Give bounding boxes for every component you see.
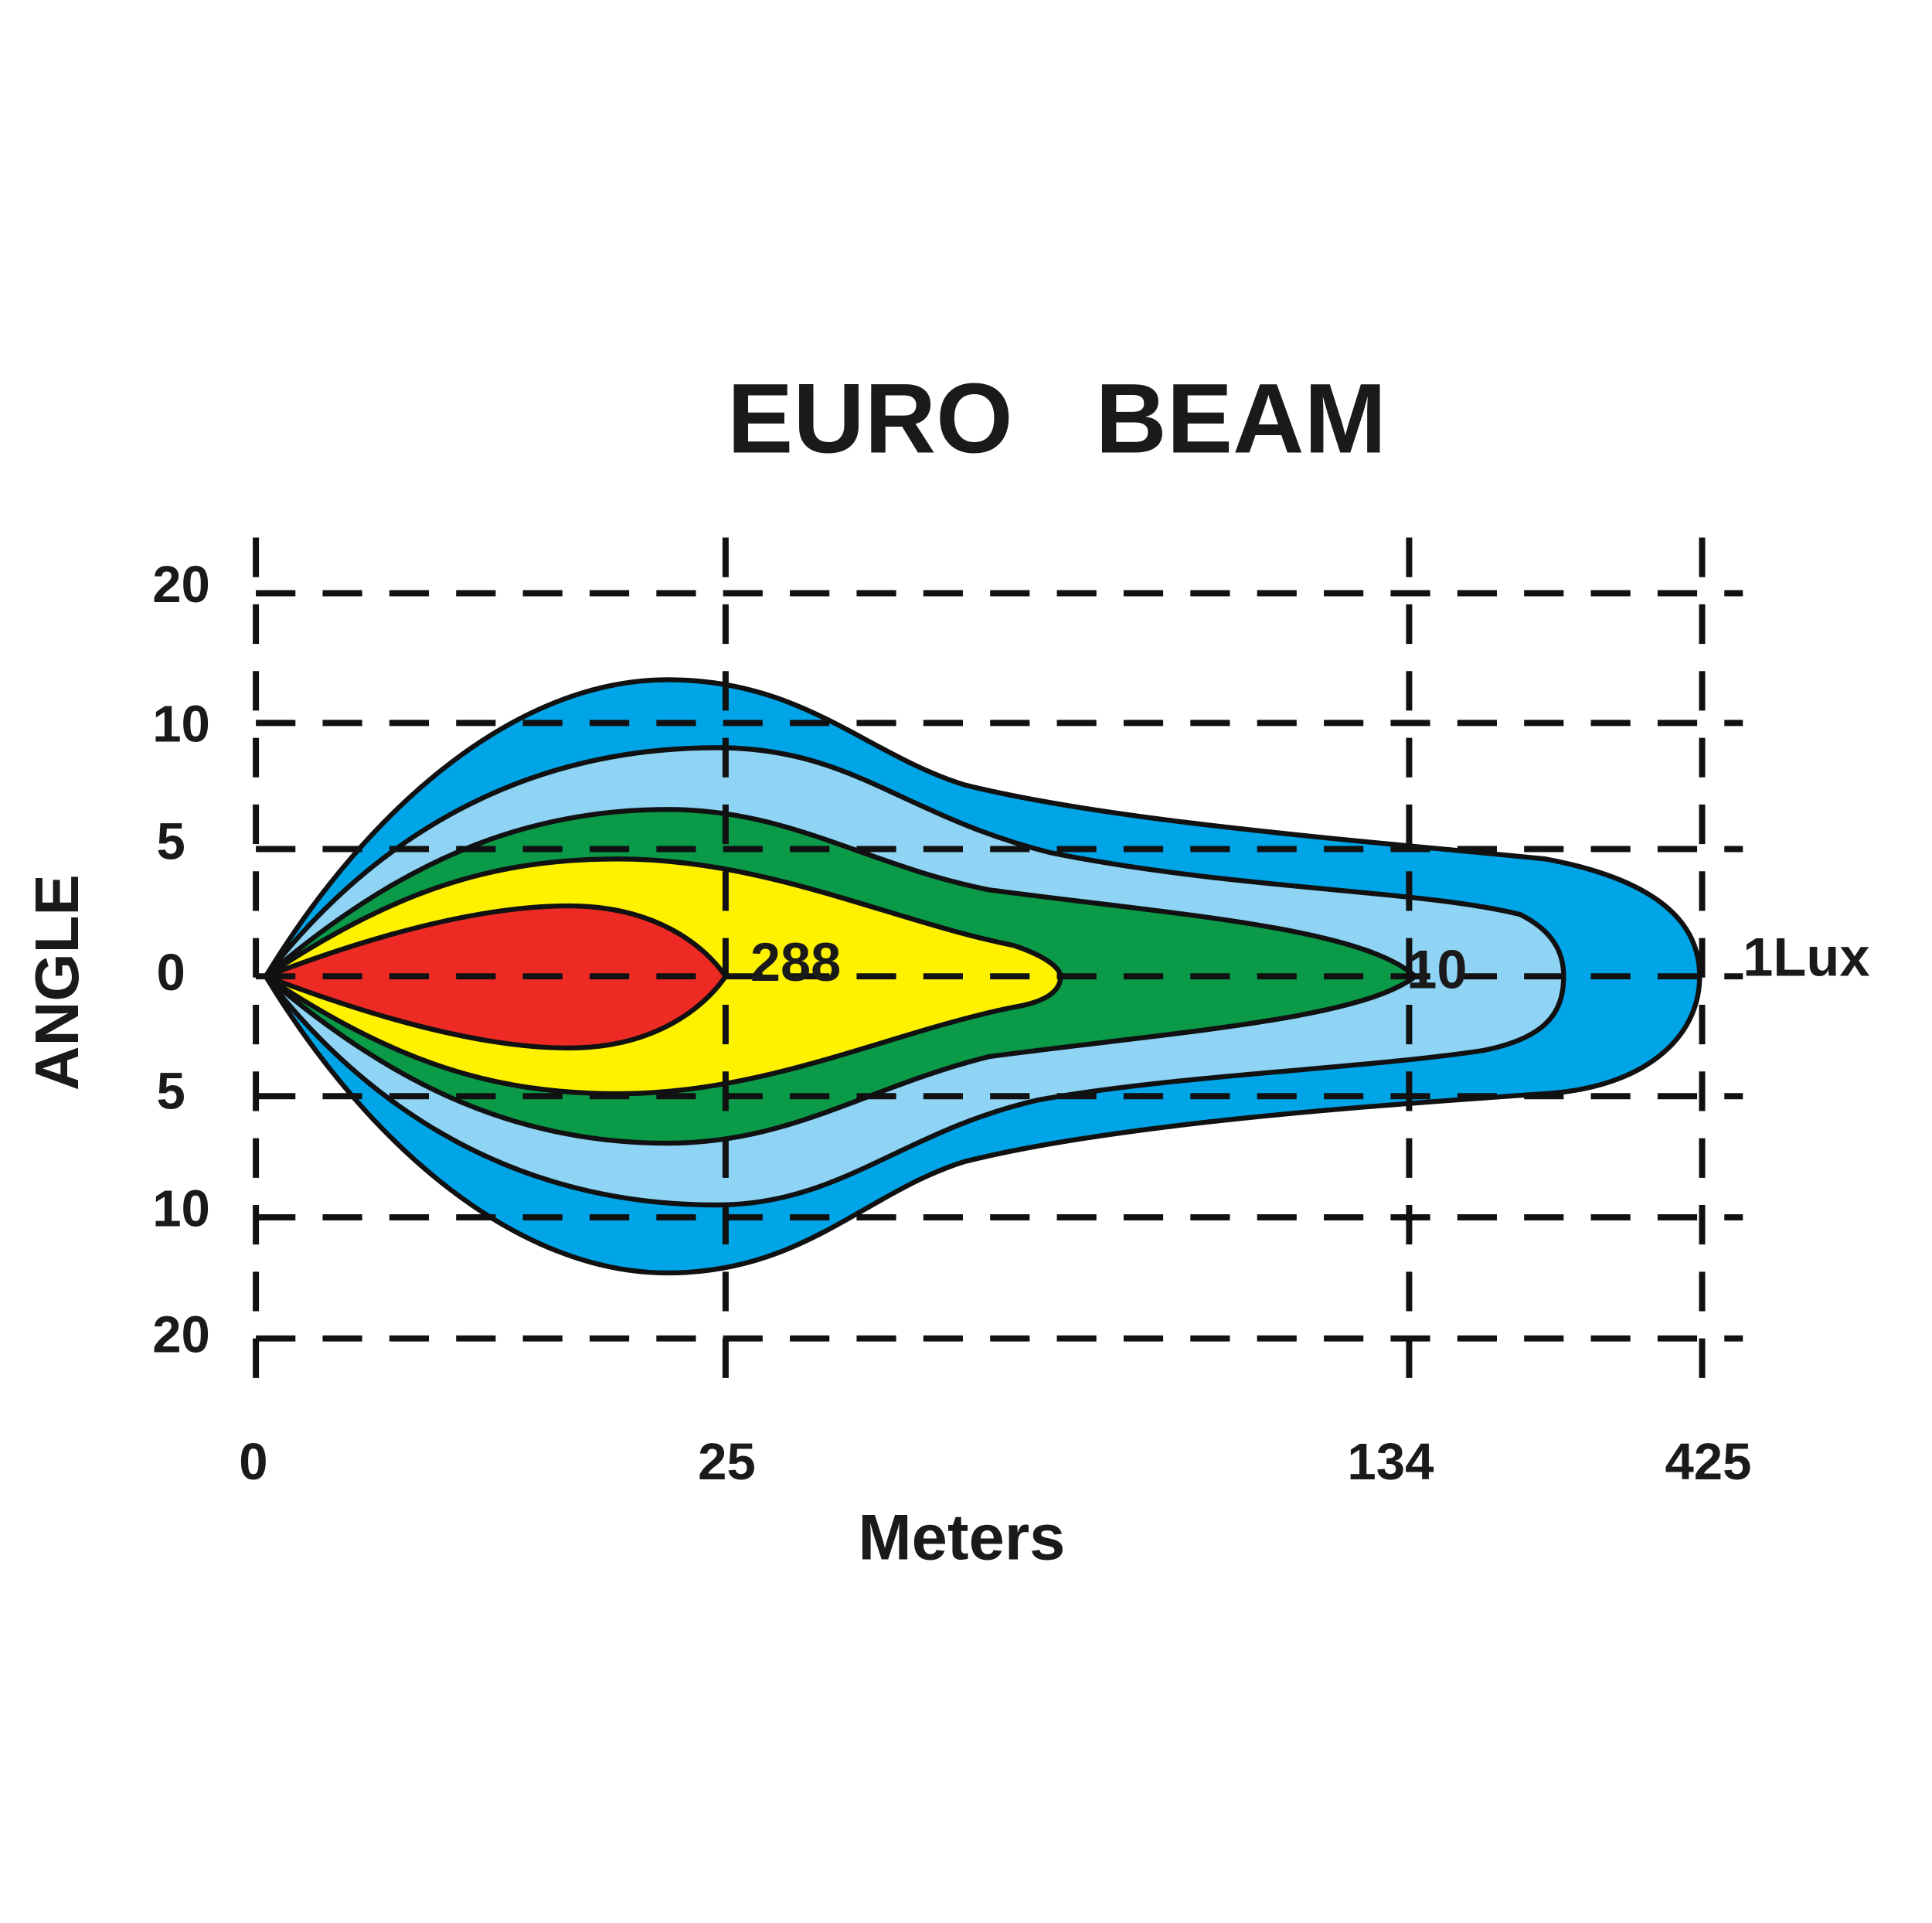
lux-label: 288 <box>750 931 841 992</box>
x-tick-label: 425 <box>1665 1433 1751 1491</box>
y-tick-label: 20 <box>152 556 210 614</box>
y-axis-label: ANGLE <box>22 874 91 1091</box>
contours <box>258 677 1702 1276</box>
y-tick-label: 5 <box>157 1062 185 1120</box>
lux-label: 1Lux <box>1743 927 1869 988</box>
y-tick-label: 5 <box>157 812 185 870</box>
x-tick-label: 0 <box>239 1433 267 1491</box>
lux-label: 10 <box>1406 939 1467 1000</box>
x-tick-labels: 0 25 134 425 <box>239 1433 1751 1491</box>
x-tick-label: 134 <box>1347 1433 1434 1491</box>
y-tick-label: 10 <box>152 1179 210 1237</box>
x-tick-label: 25 <box>698 1433 756 1491</box>
y-tick-labels: 20 10 5 0 5 10 20 <box>152 556 210 1364</box>
x-axis-label: Meters <box>858 1501 1065 1573</box>
y-tick-label: 20 <box>152 1305 210 1363</box>
y-tick-label: 10 <box>152 696 210 754</box>
y-tick-label: 0 <box>157 944 185 1002</box>
title: EURO BEAM <box>727 363 1386 474</box>
grid <box>253 537 1743 1390</box>
annotations: 288 10 1Lux <box>750 927 1870 1000</box>
